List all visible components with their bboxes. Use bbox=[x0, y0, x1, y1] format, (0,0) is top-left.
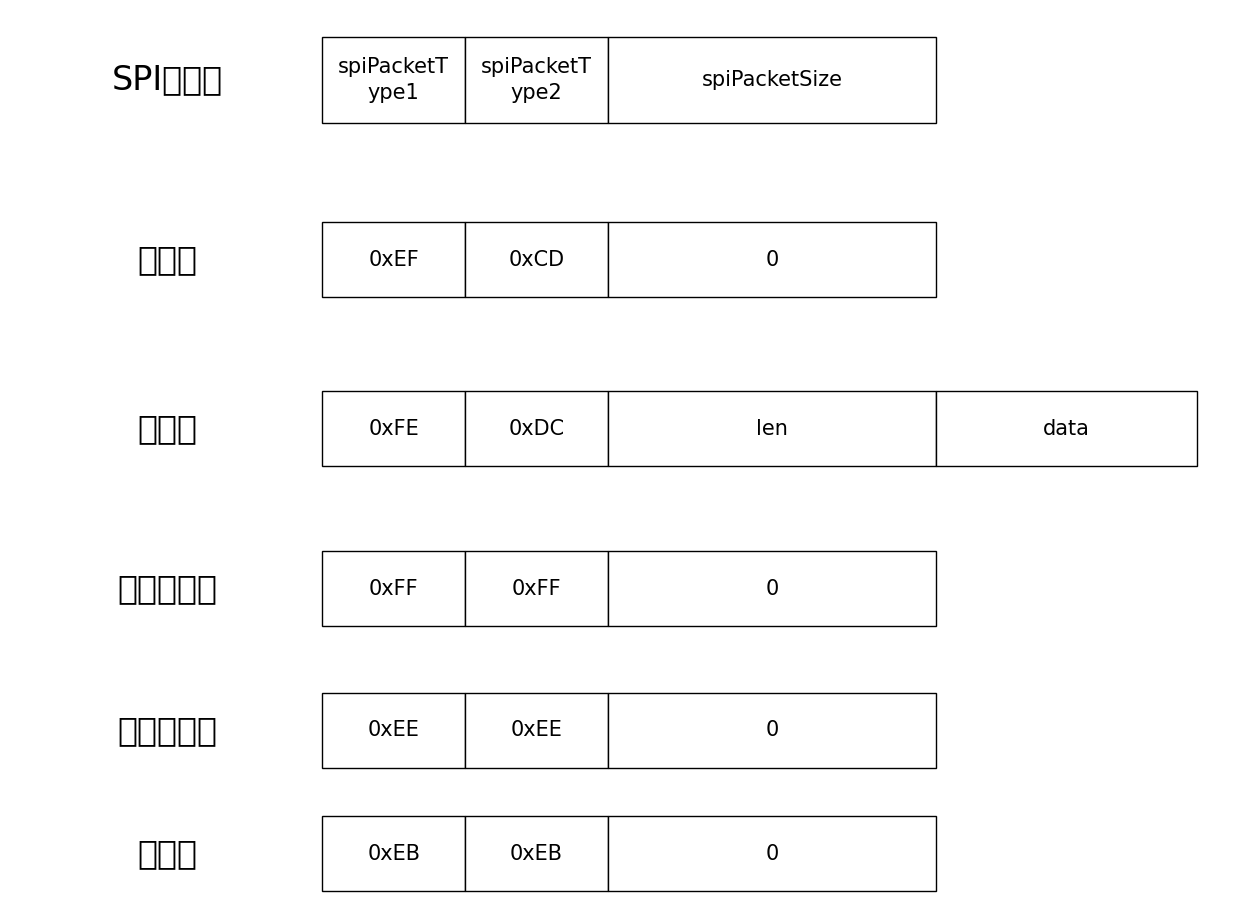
Text: 0xFF: 0xFF bbox=[511, 579, 562, 599]
FancyBboxPatch shape bbox=[608, 551, 936, 626]
Text: 数据帧: 数据帧 bbox=[138, 412, 197, 445]
FancyBboxPatch shape bbox=[608, 816, 936, 891]
FancyBboxPatch shape bbox=[465, 37, 608, 123]
FancyBboxPatch shape bbox=[465, 551, 608, 626]
Text: 0: 0 bbox=[765, 844, 779, 864]
Text: 0xCD: 0xCD bbox=[508, 250, 564, 270]
Text: 链路异常帧: 链路异常帧 bbox=[118, 572, 217, 605]
FancyBboxPatch shape bbox=[465, 816, 608, 891]
FancyBboxPatch shape bbox=[608, 693, 936, 768]
FancyBboxPatch shape bbox=[608, 37, 936, 123]
FancyBboxPatch shape bbox=[322, 391, 465, 466]
Text: 0xEE: 0xEE bbox=[511, 720, 562, 740]
FancyBboxPatch shape bbox=[608, 391, 936, 466]
Text: 0xFF: 0xFF bbox=[368, 579, 419, 599]
Text: spiPacketT
ype2: spiPacketT ype2 bbox=[481, 57, 591, 103]
FancyBboxPatch shape bbox=[322, 551, 465, 626]
FancyBboxPatch shape bbox=[465, 391, 608, 466]
Text: 命令帧: 命令帧 bbox=[138, 243, 197, 276]
FancyBboxPatch shape bbox=[322, 222, 465, 297]
Text: 0: 0 bbox=[765, 579, 779, 599]
Text: len: len bbox=[756, 419, 787, 439]
Text: 0xEE: 0xEE bbox=[368, 720, 419, 740]
FancyBboxPatch shape bbox=[322, 37, 465, 123]
Text: 心跳帧: 心跳帧 bbox=[138, 837, 197, 870]
Text: 0xEF: 0xEF bbox=[368, 250, 419, 270]
FancyBboxPatch shape bbox=[465, 693, 608, 768]
Text: spiPacketT
ype1: spiPacketT ype1 bbox=[339, 57, 449, 103]
Text: 0xEB: 0xEB bbox=[510, 844, 563, 864]
Text: 0xEB: 0xEB bbox=[367, 844, 420, 864]
FancyBboxPatch shape bbox=[608, 222, 936, 297]
Text: 0: 0 bbox=[765, 720, 779, 740]
Text: 0xFE: 0xFE bbox=[368, 419, 419, 439]
FancyBboxPatch shape bbox=[322, 816, 465, 891]
Text: SPI帧结构: SPI帧结构 bbox=[112, 63, 223, 97]
Text: 0: 0 bbox=[765, 250, 779, 270]
FancyBboxPatch shape bbox=[936, 391, 1197, 466]
Text: 0xDC: 0xDC bbox=[508, 419, 564, 439]
FancyBboxPatch shape bbox=[322, 693, 465, 768]
Text: data: data bbox=[1043, 419, 1090, 439]
Text: spiPacketSize: spiPacketSize bbox=[702, 70, 842, 90]
Text: 链路正常帧: 链路正常帧 bbox=[118, 714, 217, 747]
FancyBboxPatch shape bbox=[465, 222, 608, 297]
